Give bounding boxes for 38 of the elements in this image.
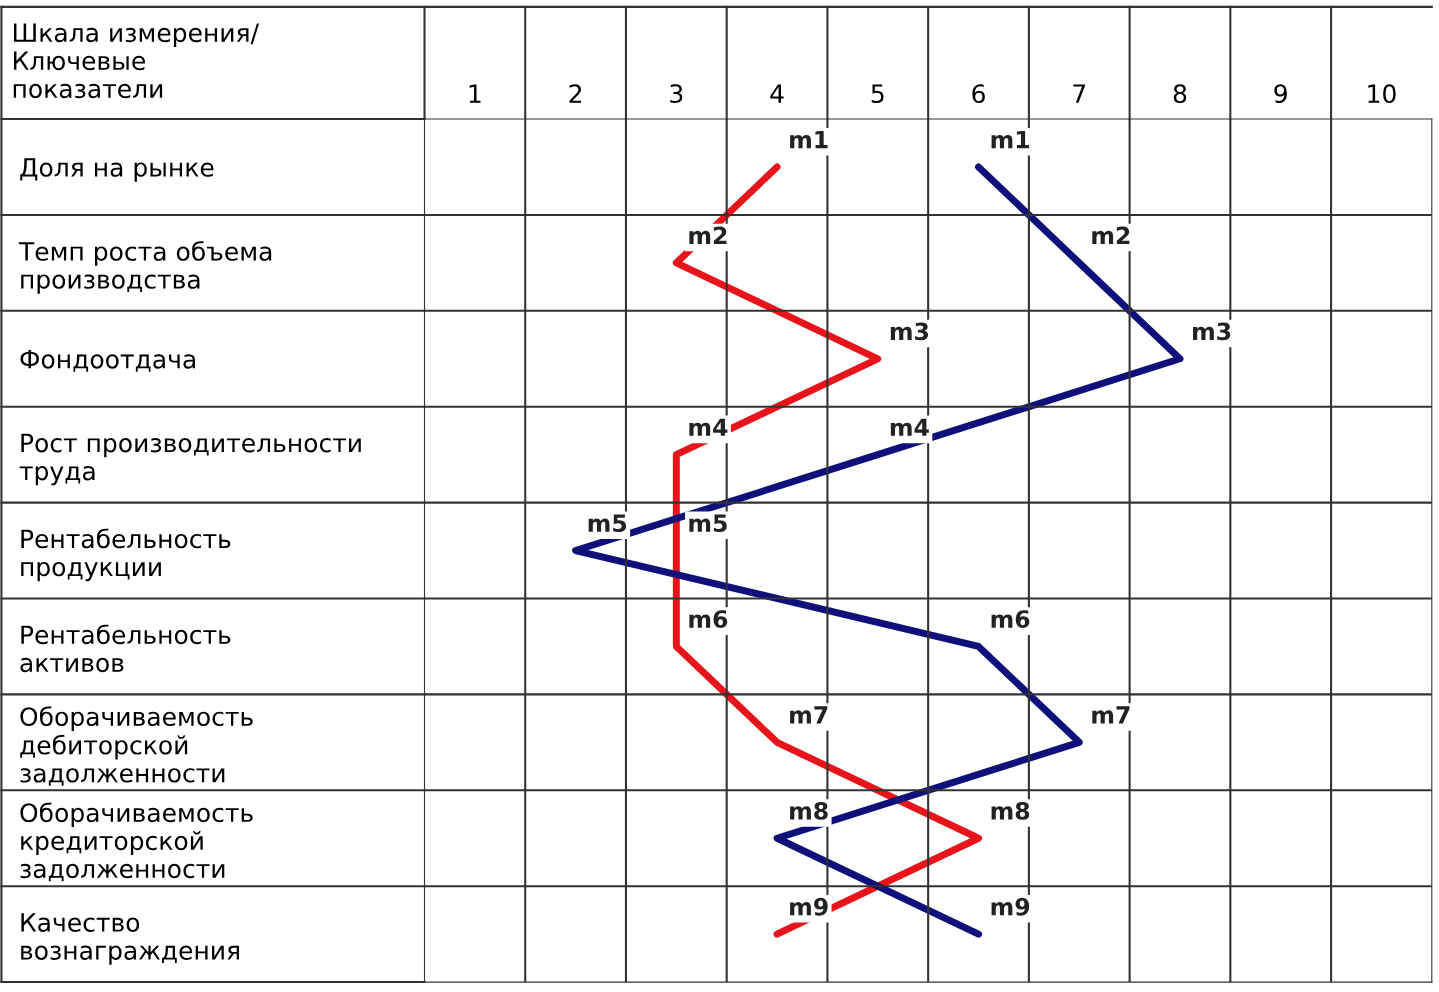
- data-label: m9: [991, 897, 1030, 916]
- y-tick-label: Рост производительности труда: [19, 433, 361, 486]
- y-tick-label: Качество вознаграждения: [21, 913, 239, 965]
- x-tick-label: 6: [972, 84, 985, 104]
- y-tick-label: Фондоотдача: [20, 350, 195, 372]
- data-label: m5: [588, 514, 627, 533]
- y-tick-label: Рентабельность активов: [20, 624, 231, 673]
- data-label: m7: [790, 706, 828, 724]
- data-label: m8: [991, 801, 1030, 820]
- x-tick-label: 5: [871, 84, 884, 104]
- x-tick-label: 4: [770, 84, 784, 103]
- y-tick-label: Рентабельность продукции: [21, 528, 231, 582]
- data-label: m2: [689, 226, 727, 245]
- data-label: m2: [1092, 226, 1130, 245]
- y-tick-label: Оборачиваемость дебиторской задолженности: [20, 706, 253, 786]
- x-tick-label: 1: [469, 84, 481, 103]
- x-tick-label: 7: [1073, 84, 1086, 103]
- data-label: m6: [689, 610, 728, 628]
- data-label: m1: [790, 130, 828, 149]
- data-label: m9: [790, 897, 828, 916]
- y-tick-label: Темп роста объема производства: [18, 241, 272, 294]
- data-label: m3: [890, 322, 929, 341]
- data-label: m7: [1092, 706, 1130, 724]
- x-tick-label: 3: [670, 84, 683, 104]
- data-label: m4: [890, 418, 929, 436]
- x-tick-label: 9: [1274, 84, 1287, 104]
- y-tick-label: Оборачиваемость кредиторской задолженности: [20, 802, 253, 882]
- data-label: m4: [689, 418, 728, 436]
- x-tick-label: 8: [1173, 84, 1187, 104]
- y-tick-label: Доля на рынке: [20, 158, 214, 182]
- x-tick-label: 10: [1368, 84, 1396, 104]
- data-label: m5: [689, 514, 727, 533]
- y-axis-title: Шкала измерения/ Ключевые показатели: [13, 23, 259, 99]
- data-label: m8: [790, 801, 828, 820]
- x-tick-label: 2: [569, 84, 582, 103]
- data-label: m1: [991, 130, 1030, 149]
- data-label: m6: [991, 610, 1030, 628]
- data-label: m3: [1193, 322, 1231, 341]
